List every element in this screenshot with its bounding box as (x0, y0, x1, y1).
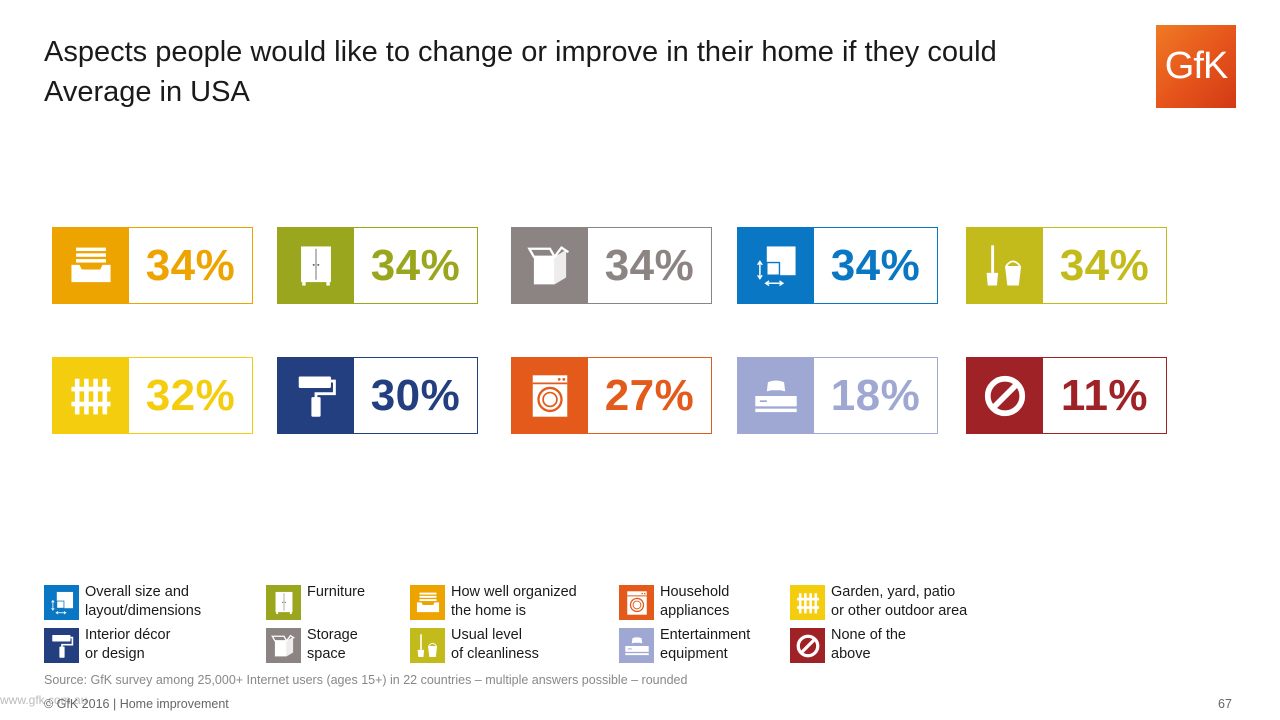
legend-label: Garden, yard, patio or other outdoor area (831, 583, 967, 621)
stat-value: 34% (604, 240, 695, 290)
organized-drawer-icon (53, 228, 129, 303)
legend-label-line: Entertainment (660, 627, 751, 643)
legend-label-line: Interior décor (85, 627, 171, 643)
legend-label-line: Storage (307, 627, 358, 643)
stat-value: 27% (604, 370, 695, 420)
wardrobe-icon (278, 228, 354, 303)
legend-label: Overall size and layout/dimensions (85, 583, 201, 621)
fence-icon (790, 585, 825, 620)
broom-bucket-icon (967, 228, 1043, 303)
legend-label-line: above (831, 646, 871, 662)
gfk-logo: GfK (1156, 25, 1236, 108)
storage-box-icon (512, 228, 588, 303)
legend-label: Interior décor or design (85, 626, 170, 664)
legend-label-line: of cleanliness (451, 646, 539, 662)
legend-label: Entertainment equipment (660, 626, 750, 664)
stat-tile: 34% (52, 227, 253, 304)
stat-value: 32% (145, 370, 236, 420)
stat-tile: 11% (966, 357, 1167, 434)
legend-label-line: or other outdoor area (831, 603, 968, 619)
watermark: www.gfk.com.au (0, 693, 88, 707)
legend-label-line: Household (660, 584, 730, 600)
fence-icon (53, 358, 129, 433)
legend-label: Storage space (307, 626, 358, 664)
legend-label-line: space (307, 646, 346, 662)
legend-label-line: Furniture (307, 584, 366, 600)
stat-tile: 34% (966, 227, 1167, 304)
prohibited-icon (967, 358, 1043, 433)
legend-label-line: equipment (660, 646, 728, 662)
stat-tile: 34% (737, 227, 938, 304)
paint-roller-icon (44, 628, 79, 663)
paint-roller-icon (278, 358, 354, 433)
legend-label: Household appliances (660, 583, 729, 621)
broom-bucket-icon (410, 628, 445, 663)
legend-label-line: None of the (831, 627, 906, 643)
page-number: 67 (1218, 697, 1232, 711)
legend-label: Furniture (307, 583, 365, 602)
stat-value: 34% (145, 240, 236, 290)
prohibited-icon (790, 628, 825, 663)
legend-label-line: the home is (451, 603, 526, 619)
stat-tile: 27% (511, 357, 712, 434)
stat-value: 34% (830, 240, 921, 290)
legend-label-line: How well organized (451, 584, 577, 600)
legend-label-line: Usual level (451, 627, 522, 643)
page-title: Aspects people would like to change or i… (44, 32, 997, 112)
organized-drawer-icon (410, 585, 445, 620)
storage-box-icon (266, 628, 301, 663)
stat-tile: 34% (511, 227, 712, 304)
legend-label-line: Overall size and (85, 584, 189, 600)
stat-tile: 18% (737, 357, 938, 434)
source-note: Source: GfK survey among 25,000+ Interne… (44, 673, 688, 687)
stat-value: 30% (370, 370, 461, 420)
stat-tile: 30% (277, 357, 478, 434)
title-line-2: Average in USA (44, 76, 250, 108)
floorplan-dimensions-icon (44, 585, 79, 620)
game-console-icon (619, 628, 654, 663)
title-line-1: Aspects people would like to change or i… (44, 36, 997, 68)
stat-tile: 32% (52, 357, 253, 434)
floorplan-dimensions-icon (738, 228, 814, 303)
legend-label: How well organized the home is (451, 583, 577, 621)
legend-label-line: appliances (660, 603, 730, 619)
stat-value: 34% (370, 240, 461, 290)
legend-label: Usual level of cleanliness (451, 626, 539, 664)
wardrobe-icon (266, 585, 301, 620)
legend-label-line: Garden, yard, patio (831, 584, 956, 600)
stat-tile: 34% (277, 227, 478, 304)
legend-label-line: or design (85, 646, 145, 662)
legend-label: None of the above (831, 626, 906, 664)
footer-copyright: © GfK 2016 | Home improvement (44, 697, 229, 711)
stat-value: 18% (830, 370, 921, 420)
stat-value: 11% (1060, 370, 1149, 420)
washing-machine-icon (512, 358, 588, 433)
stat-value: 34% (1059, 240, 1150, 290)
legend-label-line: layout/dimensions (85, 603, 202, 619)
washing-machine-icon (619, 585, 654, 620)
game-console-icon (738, 358, 814, 433)
